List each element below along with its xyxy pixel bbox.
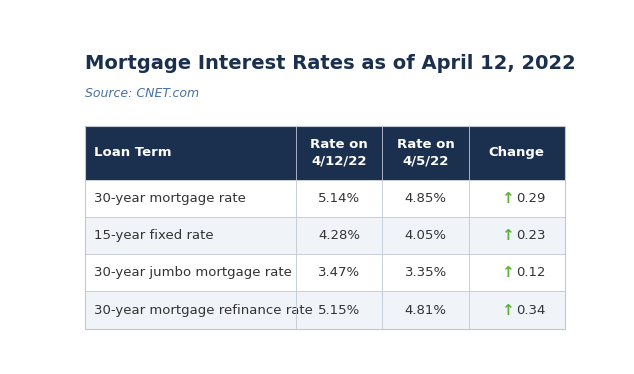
Text: 0.29: 0.29 — [516, 192, 546, 205]
Text: 15-year fixed rate: 15-year fixed rate — [94, 229, 214, 242]
Text: ↑: ↑ — [501, 229, 514, 243]
Text: 0.34: 0.34 — [516, 304, 546, 316]
Text: 4.28%: 4.28% — [318, 229, 360, 242]
Text: 5.15%: 5.15% — [318, 304, 361, 316]
Text: Source: CNET.com: Source: CNET.com — [85, 87, 199, 99]
Text: ↑: ↑ — [501, 266, 514, 280]
Text: Mortgage Interest Rates as of April 12, 2022: Mortgage Interest Rates as of April 12, … — [85, 53, 576, 73]
Text: Rate on
4/12/22: Rate on 4/12/22 — [311, 138, 368, 168]
Text: 4.85%: 4.85% — [404, 192, 446, 205]
FancyBboxPatch shape — [85, 291, 565, 328]
Text: 30-year mortgage rate: 30-year mortgage rate — [94, 192, 246, 205]
Text: 3.35%: 3.35% — [404, 266, 447, 279]
Text: 4.81%: 4.81% — [404, 304, 446, 316]
Text: 4.05%: 4.05% — [404, 229, 446, 242]
Text: Change: Change — [489, 146, 545, 159]
Text: ↑: ↑ — [501, 303, 514, 318]
Text: 0.23: 0.23 — [516, 229, 546, 242]
FancyBboxPatch shape — [85, 217, 565, 254]
FancyBboxPatch shape — [85, 180, 565, 217]
Text: 30-year mortgage refinance rate: 30-year mortgage refinance rate — [94, 304, 313, 316]
Text: 30-year jumbo mortgage rate: 30-year jumbo mortgage rate — [94, 266, 292, 279]
FancyBboxPatch shape — [85, 126, 565, 180]
Text: Loan Term: Loan Term — [94, 146, 171, 159]
Text: ↑: ↑ — [501, 191, 514, 206]
Text: Rate on
4/5/22: Rate on 4/5/22 — [397, 138, 455, 168]
FancyBboxPatch shape — [85, 254, 565, 291]
Text: 0.12: 0.12 — [516, 266, 546, 279]
Text: 5.14%: 5.14% — [318, 192, 360, 205]
Text: 3.47%: 3.47% — [318, 266, 360, 279]
